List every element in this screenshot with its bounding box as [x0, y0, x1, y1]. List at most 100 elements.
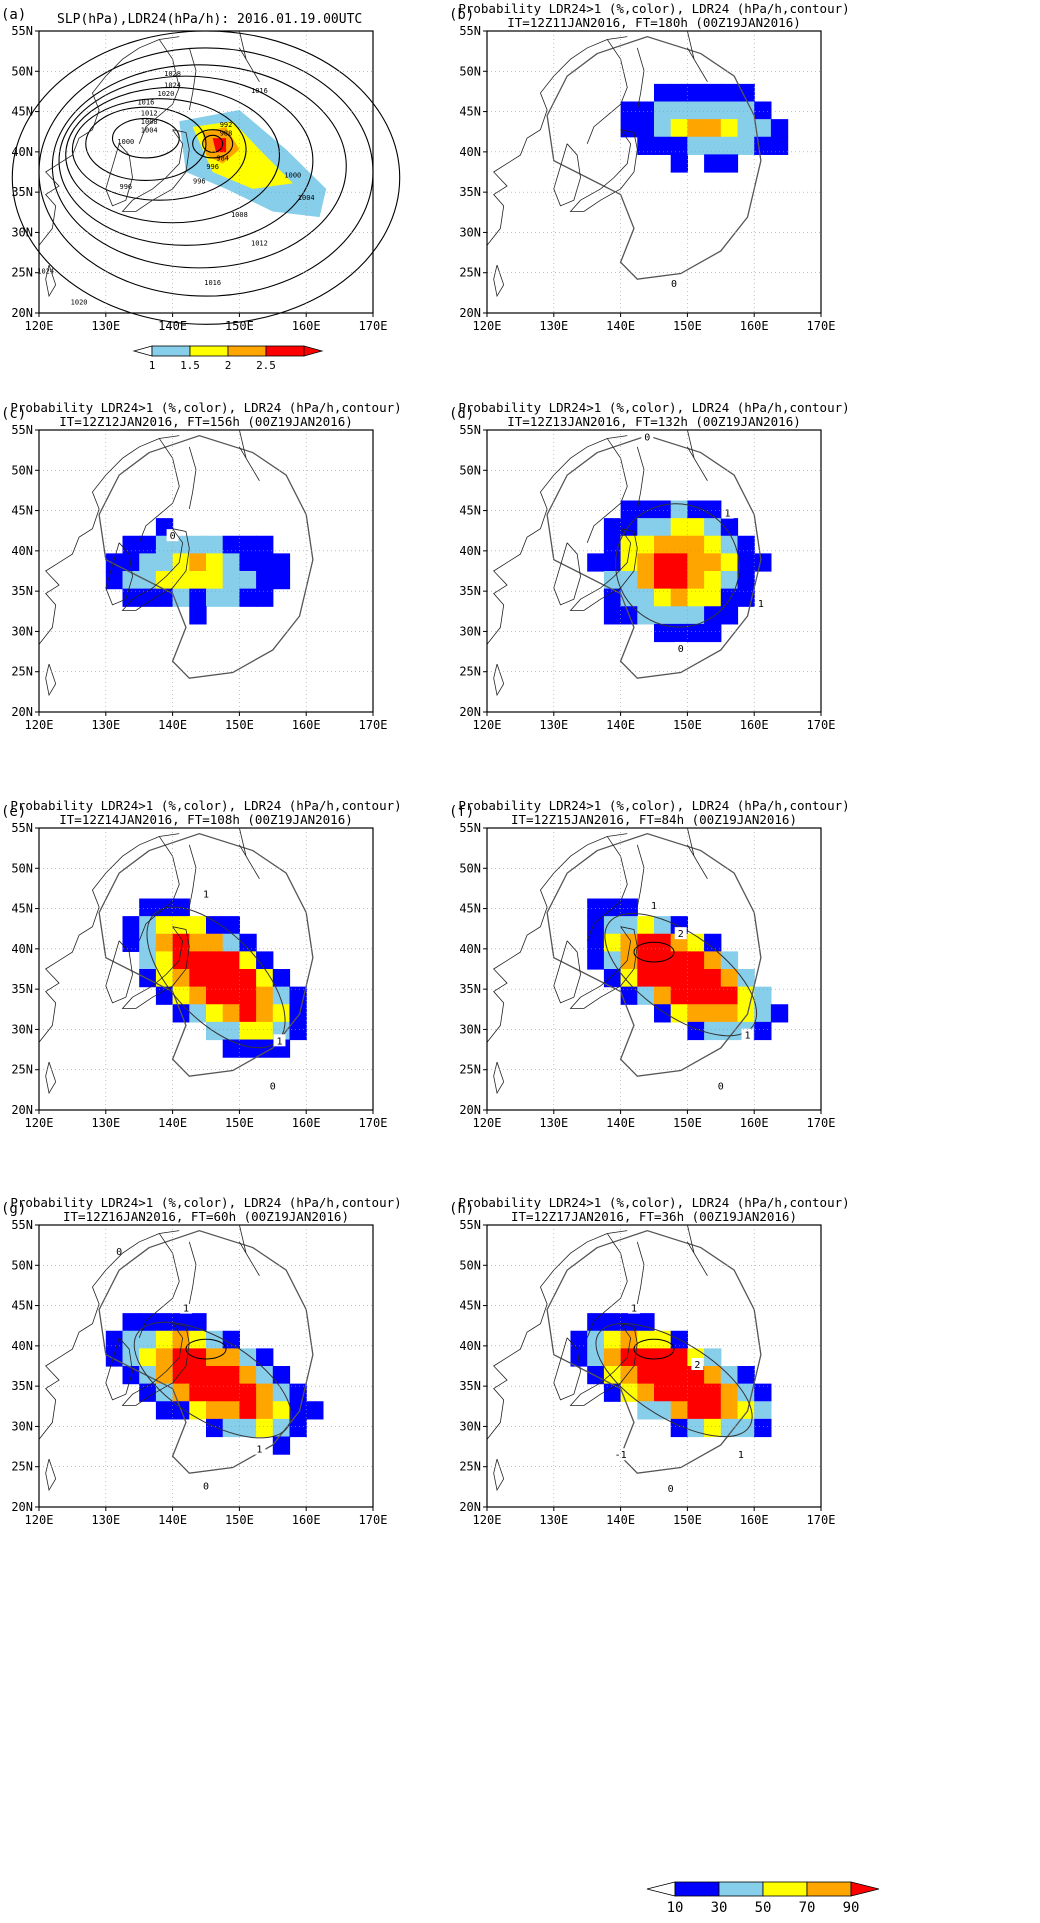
- probability-cell: [670, 518, 688, 537]
- probability-cell: [687, 1004, 705, 1023]
- isobar: [71, 98, 247, 201]
- probability-cell: [155, 951, 174, 970]
- probability-cell: [603, 1313, 622, 1332]
- coastline: [486, 435, 628, 645]
- probability-cell: [272, 571, 291, 590]
- y-tick-label: 25N: [459, 1460, 481, 1474]
- coastline: [121, 528, 190, 611]
- coastline: [105, 143, 133, 207]
- isobar-label: 1012: [141, 110, 158, 118]
- x-tick-label: 130E: [91, 319, 120, 333]
- map-frame: [486, 827, 822, 1111]
- probability-cell: [704, 1418, 722, 1438]
- contour-label: 1: [276, 1036, 282, 1047]
- probability-cell: [654, 606, 672, 625]
- colorbar-label: 30: [711, 1900, 728, 1916]
- probability-cell: [720, 518, 739, 537]
- x-tick-label: 120E: [25, 718, 54, 732]
- colorbar-arrow-right: [850, 1881, 880, 1897]
- probability-cell: [206, 933, 224, 952]
- probability-cell: [687, 535, 705, 554]
- isobar-label: 1012: [251, 239, 268, 247]
- y-tick-label: 35N: [11, 1379, 33, 1393]
- coastline: [486, 36, 628, 246]
- panel-subtitle: IT=12Z11JAN2016, FT=180h (00Z19JAN2016): [507, 15, 801, 30]
- probability-cell: [272, 969, 291, 988]
- probability-cell: [704, 119, 722, 138]
- y-tick-label: 55N: [459, 24, 481, 38]
- coastline: [493, 1458, 505, 1492]
- map-frame: [38, 30, 374, 314]
- probability-cell: [206, 571, 224, 590]
- panel-title: Probability LDR24>1 (%,color), LDR24 (hP…: [458, 1, 849, 16]
- colorbar-a: 1 1.5 2 2.5: [132, 345, 324, 372]
- colorbar-swatch: [227, 345, 267, 357]
- probability-cell: [189, 951, 207, 970]
- probability-cell: [105, 553, 124, 572]
- x-tick-label: 120E: [473, 319, 502, 333]
- probability-cell: [704, 606, 722, 625]
- colorbar-label: 90: [843, 1900, 860, 1916]
- y-tick-label: 55N: [11, 1218, 33, 1232]
- map-frame: [38, 827, 374, 1111]
- probability-cell: [654, 986, 672, 1005]
- ldr-contour-inner: [633, 941, 675, 963]
- probability-cell: [239, 1418, 257, 1438]
- probability-cell: [720, 951, 739, 970]
- x-tick-label: 170E: [807, 1513, 836, 1527]
- y-tick-label: 20N: [11, 306, 33, 320]
- coastline: [553, 542, 581, 606]
- probability-cell: [239, 1366, 257, 1385]
- probability-cell: [139, 1348, 157, 1367]
- probability-cell: [206, 1366, 224, 1385]
- probability-cell: [306, 1401, 324, 1420]
- probability-cell: [272, 1366, 291, 1385]
- colorbar-label: 70: [799, 1900, 816, 1916]
- probability-cell: [687, 1418, 705, 1438]
- probability-cell: [256, 535, 274, 554]
- x-tick-label: 150E: [225, 319, 254, 333]
- zero-contour: [546, 35, 762, 280]
- x-tick-label: 140E: [158, 1513, 187, 1527]
- coastline: [38, 1230, 180, 1440]
- x-tick-label: 160E: [292, 718, 321, 732]
- y-tick-label: 25N: [11, 266, 33, 280]
- probability-cell: [222, 986, 240, 1005]
- y-tick-label: 40N: [459, 1339, 481, 1353]
- probability-cell: [637, 588, 655, 607]
- coastline: [45, 264, 57, 298]
- probability-cell: [704, 1366, 722, 1385]
- panel-title: Probability LDR24>1 (%,color), LDR24 (hP…: [10, 1195, 401, 1210]
- colorbar-label: 2: [225, 359, 232, 372]
- colorbar-swatch: [806, 1881, 852, 1897]
- x-tick-label: 120E: [473, 718, 502, 732]
- y-tick-label: 50N: [11, 463, 33, 477]
- x-tick-label: 170E: [359, 718, 388, 732]
- probability-cell: [637, 571, 655, 590]
- probability-cell: [637, 986, 655, 1005]
- probability-cell: [704, 571, 722, 590]
- probability-cell: [720, 1004, 739, 1023]
- x-tick-label: 130E: [91, 718, 120, 732]
- probability-cell: [603, 1383, 622, 1402]
- probability-cell: [737, 1418, 755, 1438]
- probability-cell: [155, 571, 174, 590]
- panel-title: Probability LDR24>1 (%,color), LDR24 (hP…: [10, 798, 401, 813]
- probability-cell: [770, 1004, 789, 1023]
- y-tick-label: 30N: [459, 624, 481, 638]
- probability-cell: [620, 951, 638, 970]
- y-tick-label: 50N: [11, 861, 33, 875]
- probability-cell: [603, 606, 622, 625]
- probability-cell: [637, 500, 655, 519]
- probability-cell: [620, 535, 638, 554]
- probability-cell: [239, 933, 257, 952]
- probability-cell: [654, 1401, 672, 1420]
- probability-cell: [272, 1418, 291, 1438]
- y-tick-label: 40N: [11, 544, 33, 558]
- probability-cell: [189, 933, 207, 952]
- contour-label-bg: [166, 529, 179, 542]
- probability-cell: [704, 101, 722, 120]
- panel-label: (h): [449, 1201, 474, 1217]
- probability-cell: [670, 154, 688, 173]
- probability-cell: [172, 916, 190, 935]
